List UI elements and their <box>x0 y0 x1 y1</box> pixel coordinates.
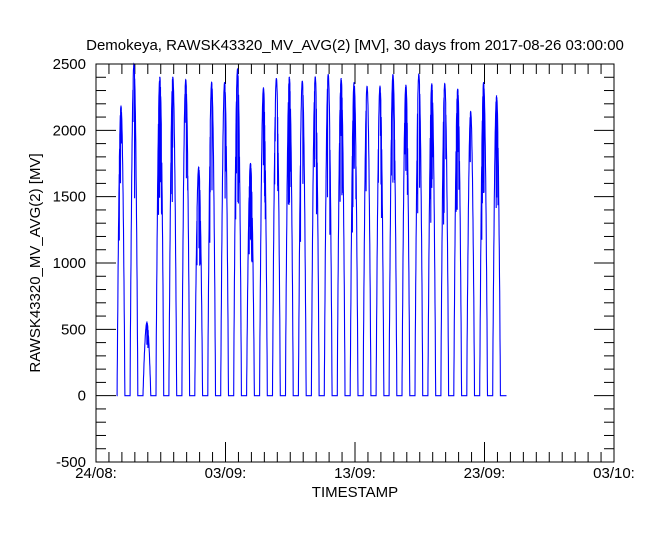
data-point-peak <box>495 95 498 97</box>
data-point-peak <box>185 79 187 81</box>
y-tick-label: -500 <box>56 454 86 471</box>
y-tick-label: 2500 <box>53 56 86 73</box>
chart-title: Demokeya, RAWSK43320_MV_AVG(2) [MV], 30 … <box>86 37 624 54</box>
x-tick-label: 23/09: <box>464 465 506 482</box>
y-tick-label: 0 <box>78 388 86 405</box>
y-tick-label: 1000 <box>53 255 86 272</box>
data-point-peak <box>301 80 303 82</box>
data-point-peak <box>198 166 200 169</box>
data-point-peak <box>457 88 459 90</box>
data-point-peak <box>262 87 265 89</box>
data-point-peak <box>482 81 485 84</box>
data-point-peak <box>172 76 174 78</box>
x-tick-label: 03/10: <box>593 465 635 482</box>
plot-frame <box>95 63 615 463</box>
x-tick-label: 03/09: <box>205 465 247 482</box>
y-axis-label: RAWSK43320_MV_AVG(2) [MV] <box>27 153 44 372</box>
data-point-peak <box>288 76 290 78</box>
data-point-peak <box>236 68 239 70</box>
data-point-peak <box>223 81 226 84</box>
y-tick-label: 500 <box>61 321 86 338</box>
data-point-peak <box>211 81 213 84</box>
data-point-peak <box>405 84 407 86</box>
x-tick-label: 13/09: <box>334 465 376 482</box>
data-point-peak <box>444 83 446 85</box>
data-point-peak <box>418 74 420 76</box>
data-point-peak <box>470 111 472 113</box>
y-tick-label: 1500 <box>53 189 86 206</box>
data-point-peak <box>392 74 394 76</box>
series-group <box>116 62 507 397</box>
data-point-peak <box>275 77 277 80</box>
data-point-peak <box>431 83 433 85</box>
y-tick-label: 2000 <box>53 122 86 139</box>
tick-labels: 24/08: 03/09: 13/09: 23/09: 03/10: -500 0 500 10… <box>53 56 635 482</box>
data-point-peak <box>120 105 122 108</box>
data-point-peak <box>146 322 148 324</box>
data-point-peak <box>314 76 316 78</box>
data-point-peak <box>379 85 381 88</box>
data-point-peak <box>353 81 355 84</box>
x-axis-label: TIMESTAMP <box>312 484 398 501</box>
data-point-peak <box>159 76 161 78</box>
data-point-peak <box>340 77 342 80</box>
data-point-peak <box>366 85 368 88</box>
data-point-peak <box>327 74 329 76</box>
x-tick-label: 24/08: <box>75 465 117 482</box>
data-point-peak <box>249 162 252 165</box>
data-line <box>116 62 507 397</box>
